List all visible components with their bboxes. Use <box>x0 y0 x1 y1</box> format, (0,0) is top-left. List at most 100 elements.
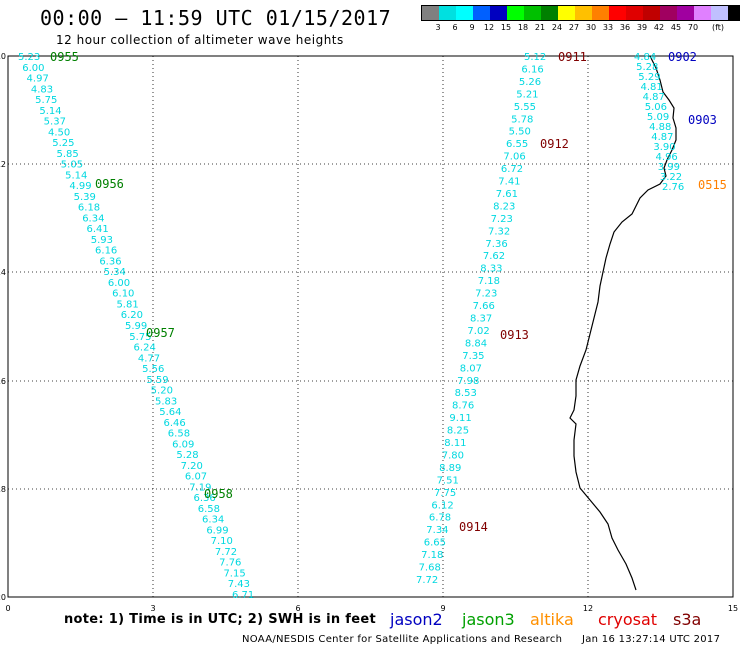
wave-height-value: 7.61 <box>496 189 518 200</box>
wave-height-value: 5.28 <box>636 62 658 73</box>
colorbar-cell <box>422 6 439 20</box>
wave-height-value: 8.89 <box>439 463 461 474</box>
wave-height-value: 4.81 <box>640 82 662 93</box>
wave-height-value: 6.00 <box>108 278 130 289</box>
wave-height-value: 7.75 <box>434 488 456 499</box>
wave-height-value: 6.36 <box>99 256 121 267</box>
wave-height-value: 7.18 <box>478 276 500 287</box>
colorbar-label: 45 <box>670 23 682 32</box>
colorbar-label: 42 <box>653 23 665 32</box>
footer-credit: NOAA/NESDIS Center for Satellite Applica… <box>242 634 563 645</box>
wave-height-value: 7.34 <box>426 525 448 536</box>
wave-height-value: 5.50 <box>509 127 531 138</box>
colorbar-cell <box>643 6 660 20</box>
wave-height-value: 5.55 <box>514 102 536 113</box>
map-subtitle: 12 hour collection of altimeter wave hei… <box>56 33 344 47</box>
wave-height-value: 6.72 <box>501 164 523 175</box>
pass-time-label: 0902 <box>668 50 697 64</box>
wave-height-value: 6.09 <box>172 439 194 450</box>
colorbar-cell <box>626 6 643 20</box>
wave-height-value: 6.99 <box>206 525 228 536</box>
wave-height-value: 7.20 <box>181 461 203 472</box>
wave-height-value: 4.50 <box>48 127 70 138</box>
colorbar-cell <box>694 6 711 20</box>
colorbar <box>421 5 740 21</box>
wave-height-value: 7.66 <box>473 301 495 312</box>
x-tick-label: 15 <box>728 604 738 613</box>
wave-height-value: 5.28 <box>176 450 198 461</box>
wave-height-value: 8.07 <box>460 363 482 374</box>
colorbar-label: 70 <box>687 23 699 32</box>
wave-height-value: 7.32 <box>488 226 510 237</box>
wave-height-value: 4.99 <box>69 181 91 192</box>
wave-height-value: 4.87 <box>643 92 665 103</box>
wave-height-value: 2.76 <box>662 182 684 193</box>
wave-height-value: 7.02 <box>467 326 489 337</box>
y-tick-label: 14 <box>0 268 6 277</box>
x-tick-label: 3 <box>150 604 155 613</box>
colorbar-cell <box>711 6 728 20</box>
wave-height-value: 6.16 <box>95 246 117 257</box>
x-tick-label: 6 <box>295 604 300 613</box>
wave-height-value: 7.98 <box>457 376 479 387</box>
wave-height-value: 7.23 <box>491 214 513 225</box>
wave-height-value: 8.25 <box>447 426 469 437</box>
wave-height-value: 5.75 <box>129 332 151 343</box>
wave-height-value: 5.85 <box>57 149 79 160</box>
wave-height-value: 7.51 <box>437 475 459 486</box>
wave-height-value: 5.34 <box>104 267 126 278</box>
wave-height-value: 7.72 <box>215 547 237 558</box>
wave-height-value: 6.58 <box>168 429 190 440</box>
colorbar-labels: 3 6 9 12 15 18 21 24 27 30 33 36 39 42 45 70 (ft) <box>421 23 740 35</box>
colorbar-cell <box>609 6 626 20</box>
wave-height-value: 6.24 <box>134 343 156 354</box>
y-tick-label: 16 <box>0 377 6 386</box>
wave-height-value: 5.39 <box>74 192 96 203</box>
wave-height-value: 7.06 <box>503 152 525 163</box>
x-tick-label: 0 <box>5 604 10 613</box>
colorbar-label: 27 <box>568 23 580 32</box>
wave-height-value: 4.83 <box>31 84 53 95</box>
legend-s3a: s3a <box>673 610 702 629</box>
colorbar-label: 33 <box>602 23 614 32</box>
wave-height-value: 5.93 <box>91 235 113 246</box>
coastline <box>569 55 677 591</box>
y-tick-label: 10 <box>0 52 6 61</box>
legend-altika: altika <box>530 610 574 629</box>
wave-height-value: 6.20 <box>121 310 143 321</box>
wave-height-value: 4.96 <box>656 152 678 163</box>
wave-height-value: 7.19 <box>189 482 211 493</box>
wave-height-value: 6.34 <box>202 515 224 526</box>
wave-height-value: 5.14 <box>39 106 61 117</box>
pass-time-label: 0903 <box>688 113 717 127</box>
wave-height-value: 4.77 <box>138 353 160 364</box>
wave-height-value: 7.36 <box>485 239 507 250</box>
wave-height-value: 7.10 <box>211 536 233 547</box>
y-tick-label: 20 <box>0 593 6 602</box>
units-note: note: 1) Time is in UTC; 2) SWH is in fe… <box>64 612 376 627</box>
wave-height-value: 6.16 <box>521 64 543 75</box>
wave-height-value: 9.11 <box>449 413 471 424</box>
wave-height-value: 8.11 <box>444 438 466 449</box>
wave-height-value: 5.37 <box>44 117 66 128</box>
wave-height-value: 7.68 <box>419 563 441 574</box>
colorbar-label: 6 <box>452 23 458 32</box>
colorbar-label: 36 <box>619 23 631 32</box>
wave-height-value: 5.20 <box>151 386 173 397</box>
wave-height-value: 7.43 <box>228 579 250 590</box>
colorbar-cell <box>490 6 507 20</box>
wave-height-value: 7.80 <box>442 450 464 461</box>
colorbar-cell <box>728 6 740 20</box>
wave-height-value: 7.15 <box>223 568 245 579</box>
legend-jason3: jason3 <box>462 610 515 629</box>
colorbar-label: 24 <box>551 23 563 32</box>
wave-height-value: 6.34 <box>82 213 104 224</box>
colorbar-cell <box>541 6 558 20</box>
pass-time-label: 0912 <box>540 137 569 151</box>
wave-height-value: 3.22 <box>660 172 682 183</box>
wave-height-value: 6.10 <box>112 289 134 300</box>
wave-height-value: 8.23 <box>493 201 515 212</box>
colorbar-label: 18 <box>517 23 529 32</box>
wave-height-value: 8.76 <box>452 401 474 412</box>
wave-height-value: 5.21 <box>516 89 538 100</box>
